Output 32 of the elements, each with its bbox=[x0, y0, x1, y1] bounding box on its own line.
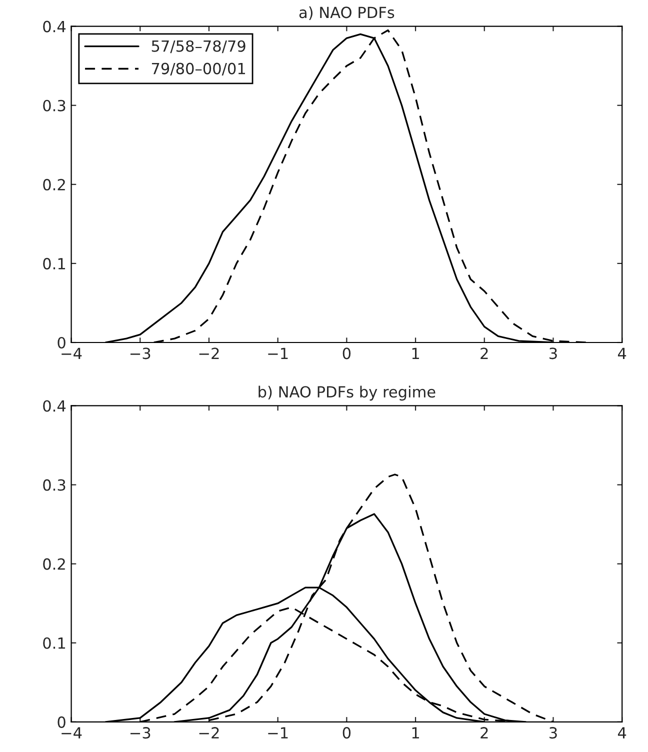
y-tick-label: 0.3 bbox=[43, 479, 66, 491]
y-tick-label: 0 bbox=[58, 716, 66, 728]
x-tick-label: 3 bbox=[550, 727, 557, 739]
x-tick-label: 0 bbox=[342, 348, 351, 360]
y-tick-label: 0 bbox=[58, 336, 66, 349]
y-tick-label: 0.4 bbox=[43, 20, 66, 32]
y-tick-label: 0.4 bbox=[43, 400, 66, 412]
y-tick-label: 0.1 bbox=[43, 637, 66, 649]
x-tick-label: −1 bbox=[268, 348, 288, 359]
y-tick-label: 0.2 bbox=[43, 178, 65, 190]
x-tick-label: −2 bbox=[199, 727, 219, 738]
x-tick-label: −3 bbox=[130, 348, 150, 360]
x-tick-label: 2 bbox=[480, 727, 488, 738]
chart-title: b) NAO PDFs by regime bbox=[258, 386, 436, 401]
x-tick-label: 4 bbox=[618, 727, 626, 738]
x-tick-label: −4 bbox=[62, 348, 82, 359]
x-tick-label: 1 bbox=[412, 348, 419, 359]
y-tick-label: 0.1 bbox=[43, 258, 66, 270]
x-tick-label: 0 bbox=[342, 727, 351, 739]
x-tick-label: −4 bbox=[62, 727, 82, 738]
x-tick-label: 4 bbox=[618, 348, 626, 359]
legend-label: 79/80–00/01 bbox=[152, 62, 246, 76]
chart-title: a) NAO PDFs bbox=[299, 6, 394, 20]
x-tick-label: 2 bbox=[480, 348, 488, 359]
y-tick-label: 0.2 bbox=[43, 558, 65, 570]
x-tick-label: −1 bbox=[268, 727, 288, 738]
x-tick-label: 1 bbox=[412, 727, 419, 738]
x-tick-label: −2 bbox=[199, 348, 219, 359]
y-tick-label: 0.3 bbox=[43, 100, 66, 112]
x-tick-label: −3 bbox=[130, 727, 150, 739]
x-tick-label: 3 bbox=[550, 348, 557, 360]
legend-label: 57/58–78/79 bbox=[152, 40, 246, 54]
